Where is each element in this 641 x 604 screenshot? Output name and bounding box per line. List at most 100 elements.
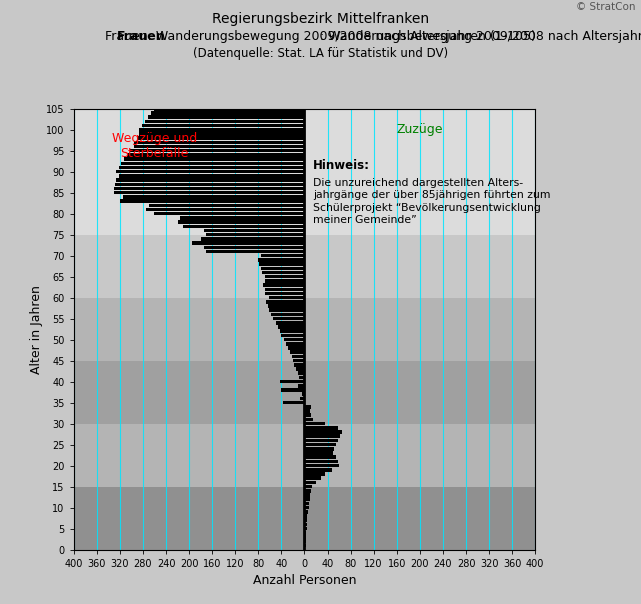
Bar <box>304 510 308 513</box>
Bar <box>304 544 306 547</box>
Bar <box>304 502 309 505</box>
Bar <box>119 174 304 178</box>
Bar <box>283 401 304 405</box>
Bar <box>304 410 310 413</box>
Bar <box>123 195 304 199</box>
Bar <box>115 182 304 186</box>
Bar <box>74 423 535 487</box>
Bar <box>114 191 304 194</box>
Bar <box>300 397 304 400</box>
Bar <box>304 531 306 535</box>
Bar <box>294 363 304 367</box>
Text: Frauen: Frauen <box>117 30 166 43</box>
Bar <box>140 132 304 136</box>
Bar <box>267 304 304 308</box>
Bar <box>206 233 304 237</box>
Bar <box>74 104 535 235</box>
Text: Frauen: Wanderungsbewegung 2009/2008 nach Altersjahren (1-105): Frauen: Wanderungsbewegung 2009/2008 nac… <box>105 30 536 43</box>
Bar <box>304 514 308 518</box>
Bar <box>267 300 304 304</box>
Bar <box>304 539 306 543</box>
Text: Wegzüge und
Sterbefälle: Wegzüge und Sterbefälle <box>112 132 197 160</box>
Bar <box>154 107 304 111</box>
Bar <box>304 418 313 421</box>
Bar <box>117 178 304 182</box>
Bar <box>286 342 304 345</box>
Bar <box>273 317 304 321</box>
Bar <box>288 346 304 350</box>
Bar <box>265 279 304 283</box>
Bar <box>178 220 304 224</box>
Bar <box>140 128 304 132</box>
Bar <box>280 380 304 384</box>
Text: (Datenquelle: Stat. LA für Statistik und DV): (Datenquelle: Stat. LA für Statistik und… <box>193 47 448 60</box>
Bar <box>304 522 307 526</box>
Bar <box>146 208 304 211</box>
Bar <box>137 137 304 140</box>
Bar <box>262 271 304 274</box>
Bar <box>265 292 304 295</box>
Bar <box>304 464 339 467</box>
Text: : Wanderungsbewegung 2009/2008 nach Altersjahren (1-105): : Wanderungsbewegung 2009/2008 nach Alte… <box>320 30 641 43</box>
X-axis label: Anzahl Personen: Anzahl Personen <box>253 574 356 587</box>
Bar <box>74 298 535 361</box>
Bar <box>74 361 535 423</box>
Bar <box>304 447 335 451</box>
Bar <box>258 258 304 262</box>
Bar <box>304 434 340 438</box>
Bar <box>302 393 304 396</box>
Bar <box>276 321 304 325</box>
Bar <box>304 405 312 409</box>
Bar <box>183 225 304 228</box>
Bar <box>304 518 308 522</box>
Bar <box>304 493 310 497</box>
Bar <box>290 350 304 354</box>
Bar <box>146 120 304 123</box>
Bar <box>271 313 304 316</box>
Bar <box>304 451 333 455</box>
Bar <box>265 288 304 291</box>
Bar <box>293 359 304 362</box>
Text: Zuzüge: Zuzüge <box>397 123 443 137</box>
Bar <box>296 367 304 371</box>
Bar <box>142 124 304 127</box>
Bar <box>151 111 304 115</box>
Bar <box>120 199 304 203</box>
Bar <box>279 330 304 333</box>
Bar <box>304 439 338 442</box>
Bar <box>121 161 304 165</box>
Bar <box>304 460 338 463</box>
Text: Regierungsbezirk Mittelfranken: Regierungsbezirk Mittelfranken <box>212 12 429 26</box>
Bar <box>299 376 304 379</box>
Bar <box>292 355 304 358</box>
Y-axis label: Alter in Jahren: Alter in Jahren <box>30 284 44 374</box>
Bar <box>297 371 304 375</box>
Bar <box>117 170 304 173</box>
Bar <box>134 145 304 149</box>
Bar <box>304 498 310 501</box>
Bar <box>281 388 304 392</box>
Bar <box>269 296 304 300</box>
Bar <box>74 235 535 298</box>
Bar <box>304 455 336 459</box>
Bar <box>154 212 304 216</box>
Bar <box>304 414 312 417</box>
Bar <box>114 187 304 190</box>
Bar <box>304 481 316 484</box>
Bar <box>148 115 304 119</box>
Bar <box>284 338 304 341</box>
Bar <box>192 242 304 245</box>
Bar <box>204 245 304 249</box>
Bar <box>304 422 325 425</box>
Bar <box>304 426 338 429</box>
Bar <box>119 165 304 169</box>
Bar <box>297 384 304 388</box>
Bar <box>135 141 304 144</box>
Bar <box>304 489 311 493</box>
Bar <box>149 204 304 207</box>
Bar <box>281 333 304 337</box>
Bar <box>304 468 332 472</box>
Bar <box>304 527 307 530</box>
Bar <box>304 477 320 480</box>
Bar <box>304 430 342 434</box>
